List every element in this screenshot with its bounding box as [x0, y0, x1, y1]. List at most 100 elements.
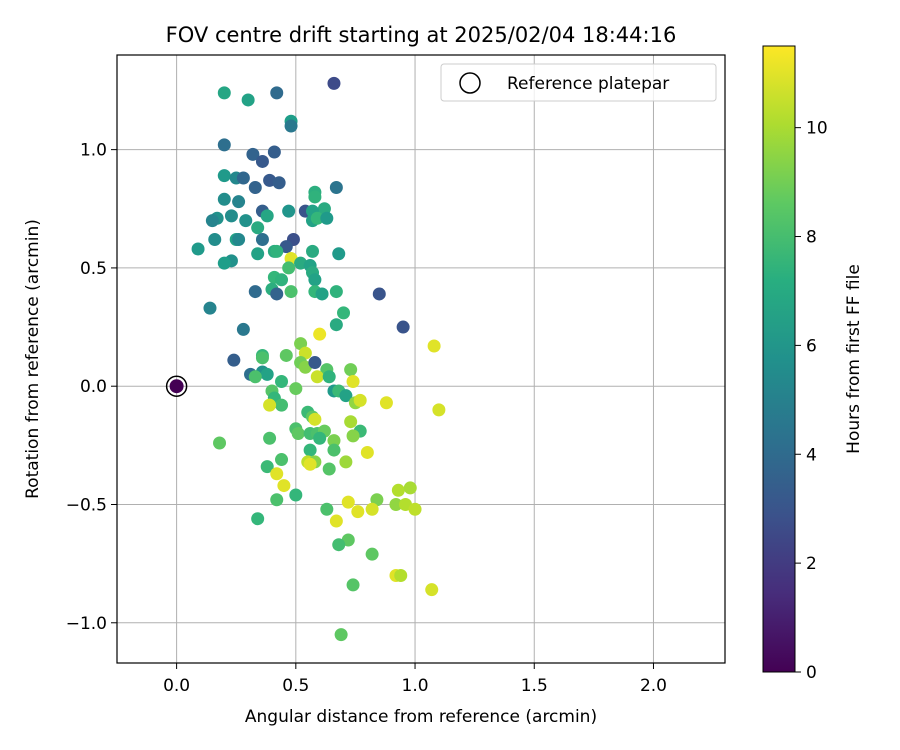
- x-tick-label: 0.0: [163, 676, 190, 696]
- legend-box: [440, 63, 717, 102]
- data-point: [251, 512, 265, 526]
- legend-marker: [459, 72, 481, 94]
- data-point: [260, 367, 274, 381]
- data-point: [403, 481, 417, 495]
- data-point: [308, 412, 322, 426]
- data-point: [289, 382, 303, 396]
- data-point: [272, 176, 286, 190]
- data-point: [394, 568, 408, 582]
- data-point: [308, 273, 322, 287]
- data-point: [232, 195, 246, 209]
- data-point: [270, 287, 284, 301]
- x-axis-ticks: 0.0 0.5 1.0 1.5 2.0: [163, 663, 667, 696]
- x-tick-label: 0.5: [282, 676, 309, 696]
- grid-horizontal: [117, 149, 725, 624]
- y-tick-label: 1.0: [80, 141, 107, 161]
- x-tick-label: 1.5: [521, 676, 548, 696]
- data-point: [389, 497, 403, 511]
- data-point: [320, 502, 334, 516]
- data-point: [351, 505, 365, 519]
- data-point: [339, 455, 353, 469]
- data-point: [372, 287, 386, 301]
- data-point: [341, 495, 355, 509]
- data-point: [275, 453, 289, 467]
- y-tick-label: 0.0: [80, 377, 107, 397]
- colorbar-tick-label: 2: [806, 554, 817, 574]
- data-point: [205, 214, 219, 228]
- data-point: [346, 578, 360, 592]
- data-point: [217, 138, 231, 152]
- data-point: [327, 434, 341, 448]
- x-tick-label: 1.0: [402, 676, 429, 696]
- data-point: [322, 370, 336, 384]
- data-point: [284, 285, 298, 299]
- chart-title: FOV centre drift starting at 2025/02/04 …: [166, 23, 677, 47]
- data-point: [329, 514, 343, 528]
- colorbar-ticks: 0 2 4 6 8 10: [795, 119, 828, 683]
- data-point: [310, 211, 324, 225]
- data-point: [313, 431, 327, 445]
- data-point: [217, 169, 231, 183]
- data-point: [239, 214, 253, 228]
- data-point: [255, 154, 269, 168]
- x-axis-label: Angular distance from reference (arcmin): [245, 707, 597, 727]
- data-point: [308, 356, 322, 370]
- colorbar-tick-label: 0: [806, 663, 817, 683]
- data-point: [291, 427, 305, 441]
- data-point: [236, 322, 250, 336]
- colorbar: 0 2 4 6 8 10 Hours from first FF file: [762, 45, 864, 683]
- data-points: [191, 76, 446, 642]
- data-point: [217, 256, 231, 270]
- data-point: [353, 393, 367, 407]
- x-tick-label: 2.0: [640, 676, 667, 696]
- data-point: [365, 547, 379, 561]
- data-point: [270, 86, 284, 100]
- data-point: [344, 415, 358, 429]
- data-point: [263, 431, 277, 445]
- data-point: [275, 273, 289, 287]
- colorbar-tick-label: 8: [806, 228, 817, 248]
- legend: Reference platepar: [440, 63, 717, 102]
- data-point: [329, 318, 343, 332]
- data-point: [303, 443, 317, 457]
- data-point: [248, 285, 262, 299]
- data-point: [236, 171, 250, 185]
- data-point: [308, 190, 322, 204]
- data-point: [344, 363, 358, 377]
- data-point: [365, 502, 379, 516]
- data-point: [284, 119, 298, 133]
- y-axis-ticks: −1.0 −0.5 0.0 0.5 1.0: [66, 141, 117, 634]
- reference-ring: [165, 375, 188, 397]
- data-point: [213, 436, 227, 450]
- data-point: [303, 457, 317, 471]
- data-point: [339, 389, 353, 403]
- data-point: [227, 353, 241, 367]
- data-point: [282, 261, 296, 275]
- data-point: [208, 233, 222, 247]
- data-point: [391, 483, 405, 497]
- data-point: [279, 348, 293, 362]
- data-point: [246, 147, 260, 161]
- legend-label: Reference platepar: [507, 74, 669, 94]
- data-point: [346, 374, 360, 388]
- data-point: [251, 247, 265, 261]
- data-point: [396, 320, 410, 334]
- data-point: [277, 479, 291, 493]
- y-tick-label: −0.5: [66, 495, 107, 515]
- colorbar-tick-label: 4: [806, 445, 817, 465]
- data-point: [332, 538, 346, 552]
- reference-point: [165, 375, 188, 397]
- data-point: [251, 221, 265, 235]
- data-point: [432, 403, 446, 417]
- data-point: [203, 301, 217, 315]
- plot-area: 0.0 0.5 1.0 1.5 2.0 −1.0 −0.5 0.0 0.5 1.0: [66, 54, 726, 696]
- data-point: [408, 502, 422, 516]
- data-point: [329, 180, 343, 194]
- data-point: [248, 370, 262, 384]
- data-point: [379, 396, 393, 410]
- reference-marker: [169, 379, 184, 394]
- data-point: [332, 247, 346, 261]
- data-point: [275, 374, 289, 388]
- data-point: [327, 443, 341, 457]
- data-point: [313, 327, 327, 341]
